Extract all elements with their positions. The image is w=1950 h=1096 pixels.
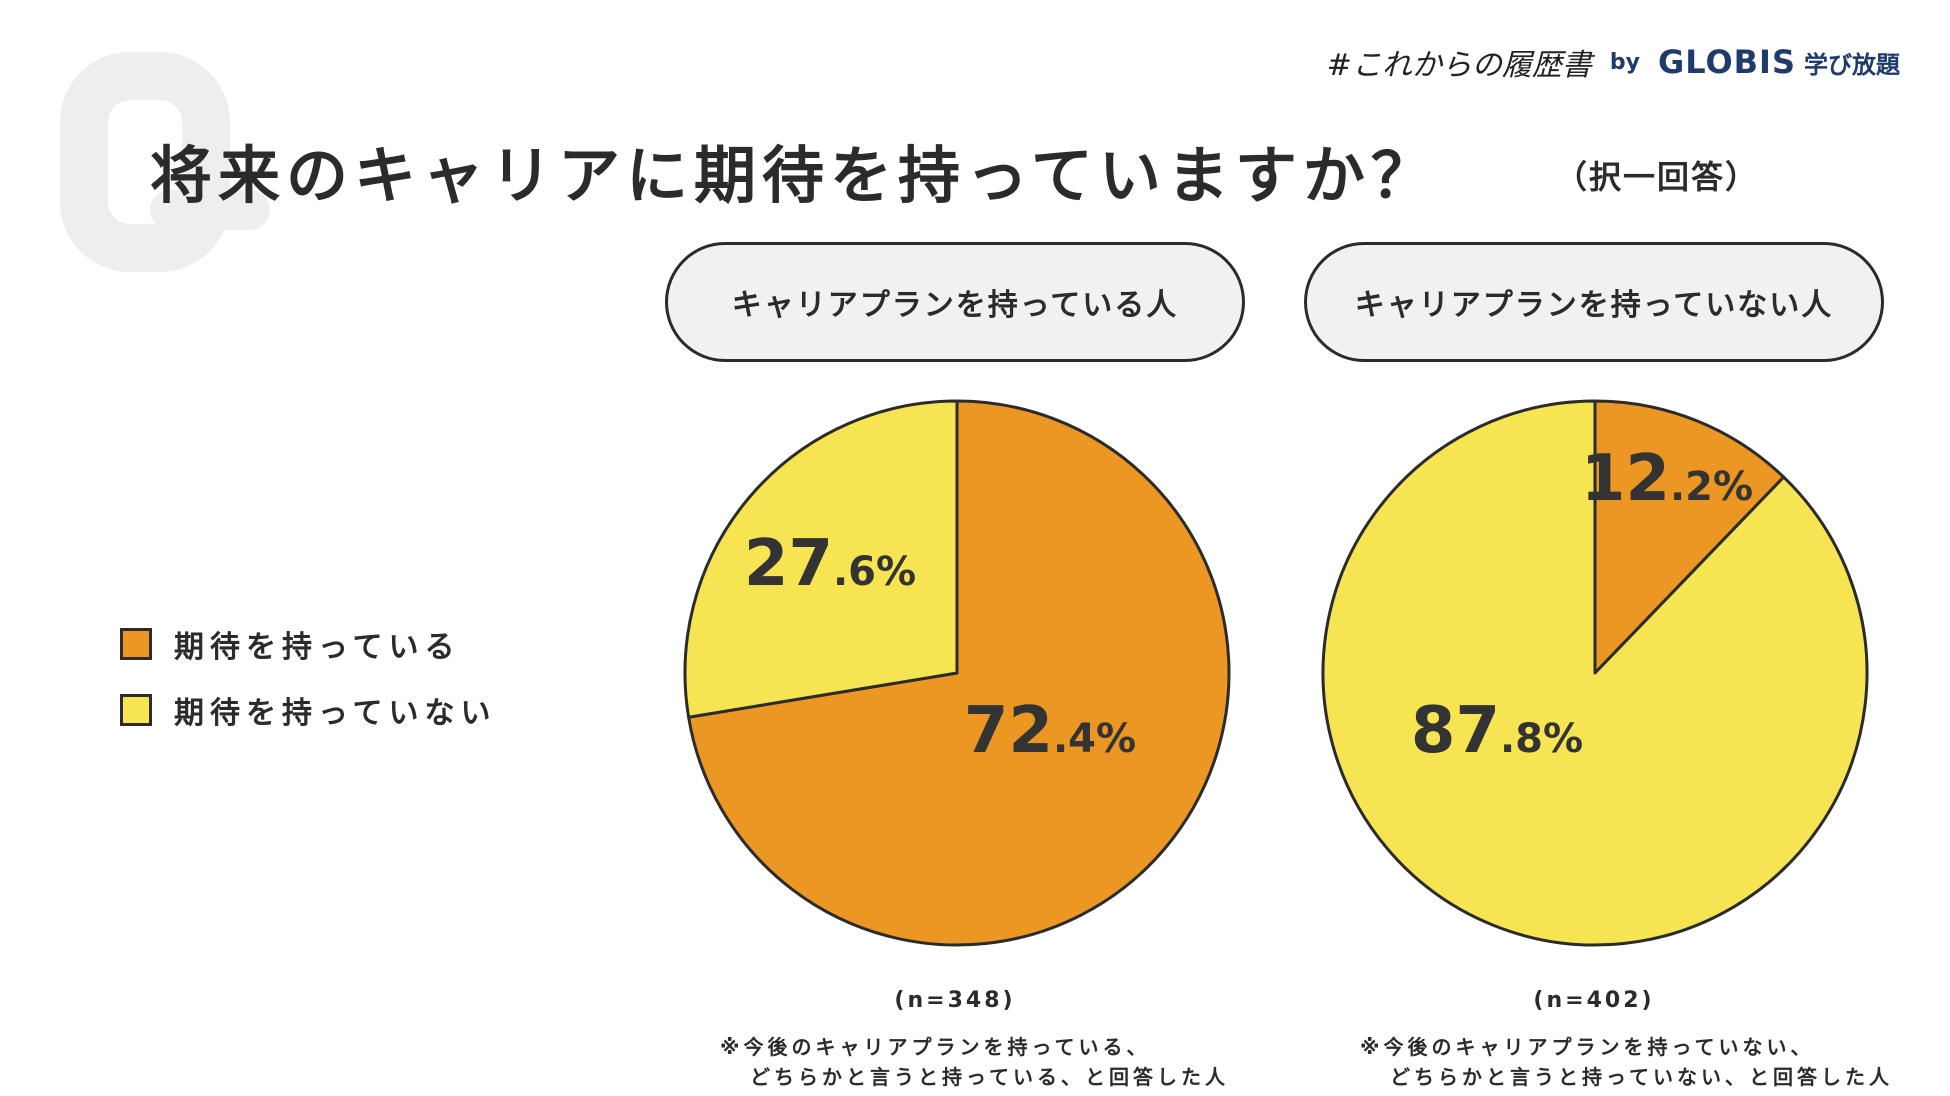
footnote-right-line2: どちらかと言うと持っていない、と回答した人 (1390, 1065, 1893, 1089)
brand-by: by (1609, 49, 1640, 75)
decorative-q-tail (150, 190, 270, 230)
legend-label-expect: 期待を持っている (174, 630, 461, 665)
pie-1-data-label-1: 87.8% (1411, 694, 1583, 768)
pie-1-slice-1 (1321, 399, 1869, 947)
page-title: 将来のキャリアに期待を持っていますか？ (150, 139, 1439, 212)
title-note: （択一回答） (1555, 158, 1760, 196)
legend: 期待を持っている 期待を持っていない (120, 622, 497, 754)
legend-item: 期待を持っていない (120, 688, 497, 732)
legend-item: 期待を持っている (120, 622, 497, 666)
group-label-right: キャリアプランを持っていない人 (1304, 242, 1884, 362)
brand-service: 学び放題 (1804, 50, 1900, 79)
footnote-right: ※今後のキャリアプランを持っていない、 どちらかと言うと持っていない、と回答した… (1360, 1032, 1893, 1092)
sample-size-right: (n=402) (1533, 988, 1655, 1013)
pie-1-data-label-0: 12.2% (1581, 442, 1753, 516)
footnote-left-line2: どちらかと言うと持っている、と回答した人 (750, 1065, 1229, 1089)
brand-tag: #これからの履歴書 (1326, 48, 1592, 83)
footnote-right-line1: ※今後のキャリアプランを持っていない、 (1360, 1035, 1815, 1059)
sample-size-left: (n=348) (894, 988, 1016, 1013)
legend-swatch-no-expect (120, 694, 152, 726)
legend-label-no-expect: 期待を持っていない (174, 696, 497, 731)
group-label-left: キャリアプランを持っている人 (665, 242, 1245, 362)
footnote-left-line1: ※今後のキャリアプランを持っている、 (720, 1035, 1151, 1059)
brand-name: GLOBIS (1657, 43, 1796, 81)
pie-0-data-label-1: 27.6% (744, 527, 916, 601)
pie-0-data-label-0: 72.4% (964, 694, 1136, 768)
pie-1-slice-0 (1593, 399, 1786, 675)
footnote-left: ※今後のキャリアプランを持っている、 どちらかと言うと持っている、と回答した人 (720, 1032, 1229, 1092)
pie-0-slice-1 (683, 399, 959, 719)
brand-logo: #これからの履歴書 by GLOBIS 学び放題 (1327, 40, 1900, 84)
pie-0-slice-0 (687, 399, 1231, 947)
legend-swatch-expect (120, 628, 152, 660)
